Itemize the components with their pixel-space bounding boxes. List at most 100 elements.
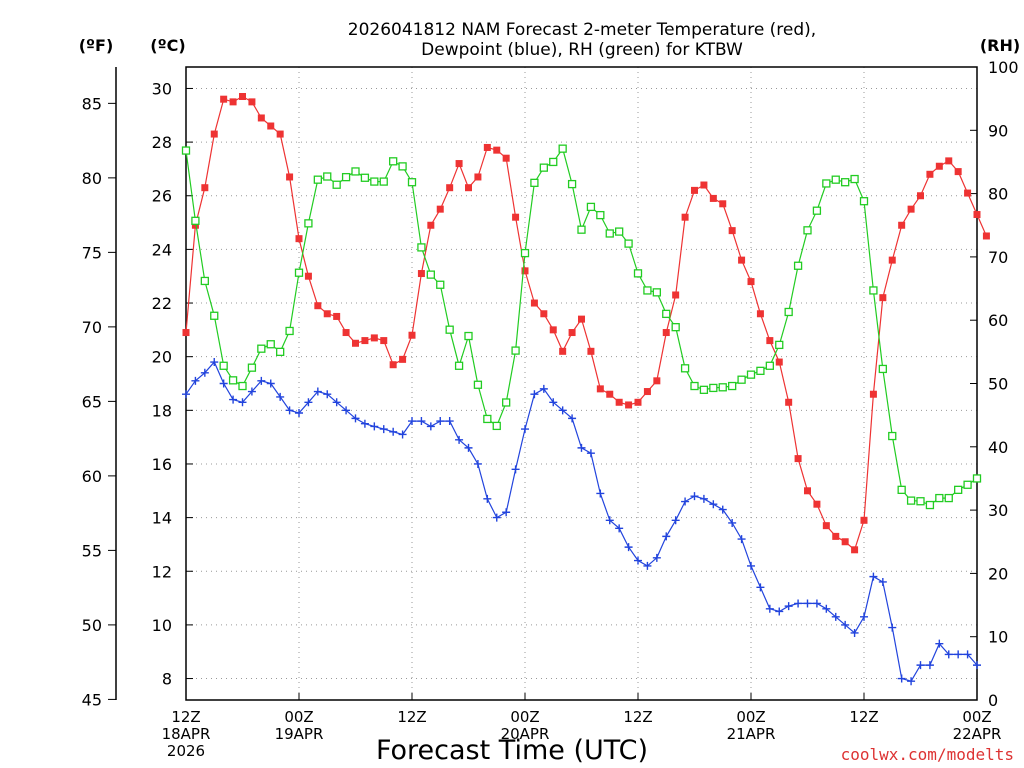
data-point	[671, 323, 680, 332]
data-point	[718, 505, 727, 514]
data-point	[709, 194, 717, 202]
data-point	[313, 175, 322, 184]
data-point	[680, 364, 690, 373]
data-point	[709, 500, 718, 509]
axis-ticks: 8 10 12 14 16 18 20 22 24 26 28 30 45 50 55 60 65 70 75 80 8…	[82, 58, 1019, 760]
data-point	[728, 518, 737, 527]
rh-tick-label: 40	[988, 438, 1008, 457]
data-point	[417, 270, 425, 278]
rh-tick-label: 70	[988, 248, 1008, 267]
data-point	[756, 366, 765, 375]
data-point	[709, 383, 718, 393]
data-point	[625, 401, 633, 409]
data-point	[332, 180, 341, 189]
data-point	[257, 114, 265, 122]
data-point	[747, 561, 755, 570]
data-point	[220, 95, 228, 103]
data-point	[906, 496, 916, 505]
rh-tick-label: 30	[988, 501, 1008, 520]
data-point	[285, 406, 294, 415]
data-point	[747, 278, 755, 286]
data-point	[963, 480, 972, 489]
x-axis-title: Forecast Time (UTC)	[376, 735, 648, 766]
data-point	[417, 417, 426, 426]
data-point	[426, 422, 435, 431]
data-point	[737, 375, 746, 384]
data-point	[436, 417, 445, 426]
data-point	[511, 346, 520, 355]
data-point	[389, 157, 398, 166]
data-point	[812, 599, 821, 608]
data-point	[238, 398, 247, 407]
data-point	[728, 381, 737, 391]
data-point	[794, 599, 803, 608]
data-point	[247, 387, 256, 396]
data-point	[926, 170, 934, 178]
data-point	[964, 189, 972, 197]
data-point	[549, 157, 558, 167]
data-point	[294, 268, 304, 277]
data-point	[897, 485, 906, 494]
data-point	[577, 443, 586, 452]
data-point	[200, 368, 209, 377]
data-point	[539, 384, 548, 393]
data-point	[370, 177, 379, 186]
data-point	[502, 508, 511, 517]
data-point	[304, 398, 313, 407]
data-point	[681, 213, 689, 221]
data-point	[963, 650, 972, 659]
data-point	[285, 326, 294, 336]
data-point	[633, 269, 643, 278]
x-tick-label: 00Z	[510, 708, 539, 726]
rh-tick-label: 100	[988, 58, 1019, 77]
data-point	[718, 383, 727, 392]
data-point	[888, 623, 897, 632]
x-tick-label: 00Z	[284, 708, 313, 726]
data-point	[841, 538, 849, 546]
data-point	[436, 280, 445, 289]
data-point	[520, 248, 530, 258]
data-point	[360, 419, 369, 428]
data-point	[944, 650, 953, 659]
data-point	[841, 620, 850, 629]
data-point	[407, 178, 417, 187]
data-point	[483, 143, 491, 151]
data-point	[464, 331, 473, 341]
data-point	[483, 414, 492, 424]
data-point	[191, 376, 200, 385]
data-point	[558, 144, 567, 153]
data-point	[652, 553, 661, 562]
data-point	[738, 256, 746, 264]
data-point	[841, 178, 850, 187]
rh-tick-label: 0	[988, 691, 998, 710]
data-point	[898, 221, 906, 229]
x-tick-label: 12Z	[397, 708, 426, 726]
data-point	[954, 650, 963, 659]
data-point	[464, 443, 473, 452]
data-point	[596, 385, 604, 393]
data-point	[389, 361, 397, 369]
data-point	[615, 524, 624, 533]
rh-tick-label: 10	[988, 628, 1008, 647]
x-tick-label: 12Z	[623, 708, 652, 726]
data-point	[652, 288, 661, 297]
data-point	[304, 219, 313, 228]
x-tick-label: 20APR	[501, 725, 550, 743]
data-point	[643, 388, 651, 396]
data-point	[737, 535, 746, 544]
data-point	[521, 267, 529, 275]
celsius-tick-label: 28	[152, 133, 172, 152]
x-tick-label: 18APR	[162, 725, 211, 743]
celsius-tick-label: 12	[152, 562, 172, 581]
data-point	[398, 430, 407, 439]
data-point	[540, 310, 548, 318]
data-point	[408, 417, 416, 426]
fahrenheit-tick-label: 80	[82, 169, 102, 188]
data-point	[605, 516, 614, 525]
data-point	[812, 206, 822, 215]
data-point	[878, 364, 887, 374]
data-point	[530, 178, 539, 187]
data-point	[869, 572, 878, 581]
data-point	[492, 513, 501, 522]
